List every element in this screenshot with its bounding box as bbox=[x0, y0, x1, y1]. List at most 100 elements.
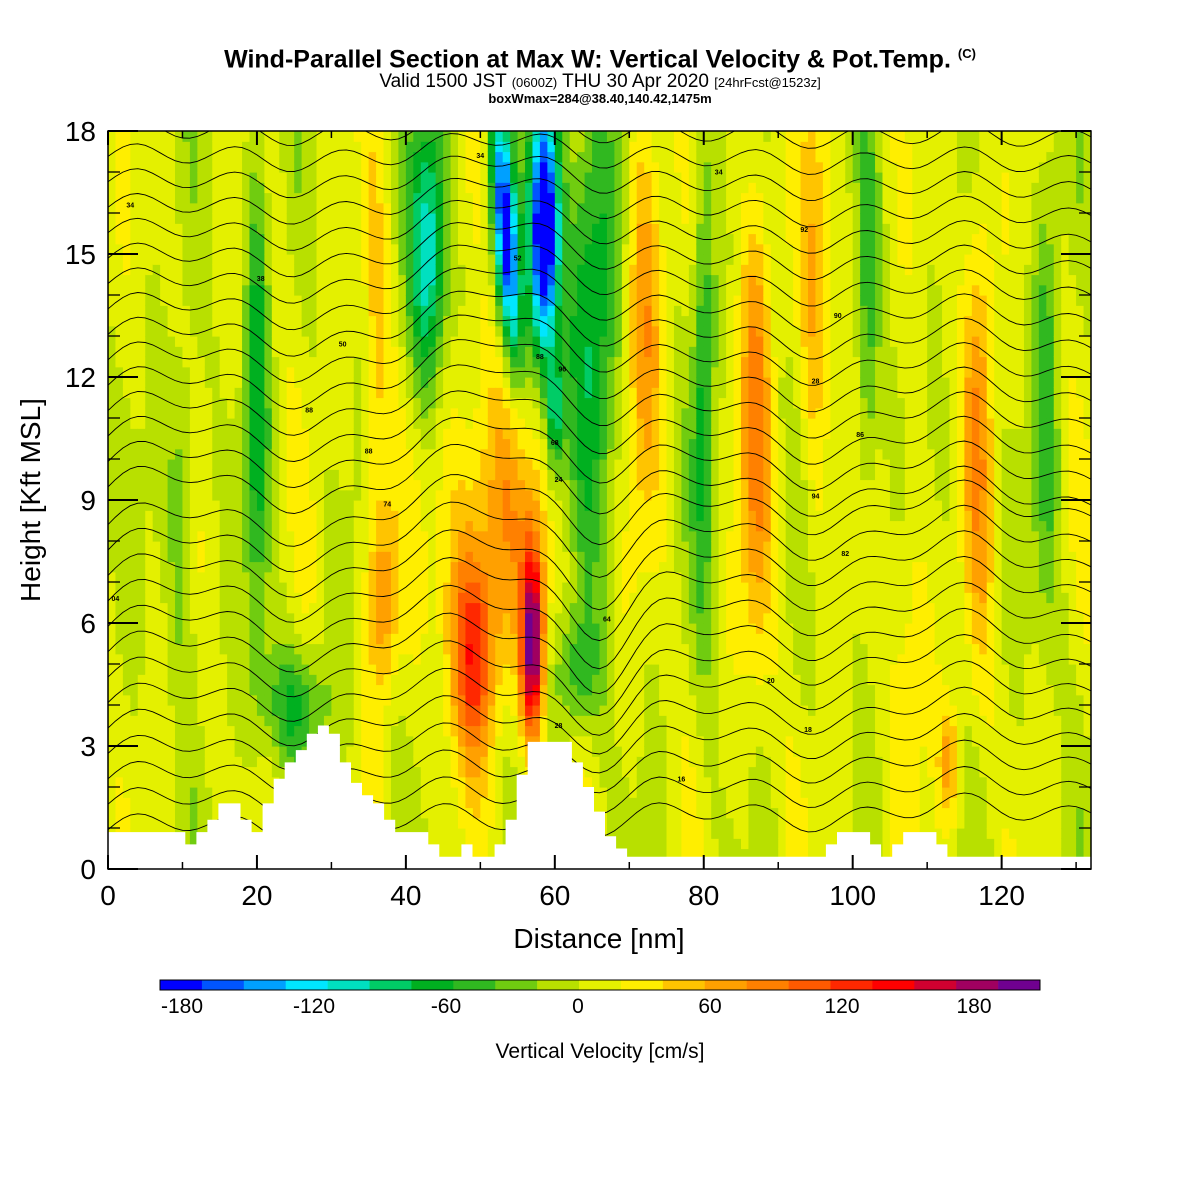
w-cell bbox=[323, 705, 333, 716]
w-cell bbox=[532, 735, 541, 747]
w-cell bbox=[606, 530, 615, 542]
w-cell bbox=[286, 407, 295, 419]
w-cell bbox=[428, 305, 437, 317]
w-cell bbox=[405, 295, 414, 306]
w-cell bbox=[264, 387, 273, 399]
w-cell bbox=[383, 325, 392, 337]
w-cell bbox=[458, 643, 467, 655]
w-cell bbox=[472, 295, 481, 306]
w-cell bbox=[621, 756, 630, 768]
w-cell bbox=[525, 315, 534, 327]
w-cell bbox=[316, 653, 325, 665]
w-cell bbox=[428, 735, 437, 747]
w-cell bbox=[480, 715, 489, 727]
w-cell bbox=[487, 694, 496, 706]
w-cell bbox=[517, 397, 526, 409]
w-cell bbox=[413, 561, 422, 573]
w-cell bbox=[487, 715, 496, 727]
w-cell bbox=[599, 161, 608, 173]
w-cell bbox=[160, 776, 169, 788]
w-cell bbox=[472, 141, 481, 153]
w-cell bbox=[234, 797, 243, 809]
w-cell bbox=[547, 202, 556, 214]
w-cell bbox=[152, 551, 161, 563]
w-cell bbox=[428, 325, 437, 337]
w-cell bbox=[353, 612, 362, 624]
w-cell bbox=[428, 489, 437, 501]
w-cell bbox=[338, 377, 347, 388]
w-cell bbox=[249, 807, 258, 819]
w-cell bbox=[577, 735, 586, 747]
w-cell bbox=[554, 643, 563, 655]
w-cell bbox=[502, 387, 511, 399]
w-cell bbox=[189, 315, 198, 327]
w-cell bbox=[495, 387, 504, 399]
w-cell bbox=[465, 407, 474, 419]
w-cell bbox=[108, 233, 117, 245]
w-cell bbox=[383, 735, 392, 747]
w-cell bbox=[592, 561, 601, 573]
w-cell bbox=[443, 520, 452, 532]
w-cell bbox=[450, 787, 459, 798]
w-cell bbox=[458, 715, 467, 727]
w-cell bbox=[569, 356, 578, 368]
w-cell bbox=[450, 489, 459, 501]
w-cell bbox=[130, 571, 139, 583]
w-cell bbox=[130, 192, 139, 204]
w-cell bbox=[532, 418, 541, 429]
w-cell bbox=[137, 633, 146, 645]
w-cell bbox=[249, 141, 258, 153]
w-cell bbox=[137, 551, 146, 563]
w-cell bbox=[584, 520, 593, 532]
w-cell bbox=[271, 664, 280, 675]
w-cell bbox=[353, 756, 362, 768]
w-cell bbox=[242, 684, 251, 696]
w-cell bbox=[212, 633, 221, 645]
w-cell bbox=[301, 643, 310, 655]
w-cell bbox=[405, 612, 414, 624]
w-cell bbox=[301, 325, 310, 337]
w-cell bbox=[606, 428, 615, 440]
w-cell bbox=[554, 428, 563, 440]
w-cell bbox=[122, 807, 131, 819]
w-cell bbox=[361, 274, 370, 286]
w-cell bbox=[562, 172, 571, 183]
w-cell bbox=[517, 520, 526, 532]
w-cell bbox=[495, 735, 504, 747]
w-cell bbox=[234, 469, 243, 481]
w-cell bbox=[398, 530, 407, 542]
w-cell bbox=[294, 407, 303, 419]
w-cell bbox=[204, 674, 213, 686]
w-cell bbox=[428, 520, 437, 532]
w-cell bbox=[584, 284, 593, 296]
w-cell bbox=[621, 623, 630, 634]
w-cell bbox=[286, 684, 295, 696]
w-cell bbox=[234, 725, 243, 737]
w-cell bbox=[175, 776, 184, 788]
w-cell bbox=[338, 172, 347, 183]
w-cell bbox=[353, 131, 362, 142]
w-cell bbox=[353, 233, 362, 245]
w-cell bbox=[338, 325, 347, 337]
w-cell bbox=[420, 172, 429, 183]
w-cell bbox=[353, 448, 362, 460]
w-cell bbox=[122, 643, 131, 655]
w-cell bbox=[390, 131, 400, 142]
w-cell bbox=[614, 653, 623, 665]
w-cell bbox=[510, 520, 519, 532]
w-cell bbox=[167, 418, 176, 429]
w-cell bbox=[539, 653, 548, 665]
w-cell bbox=[122, 141, 131, 153]
w-cell bbox=[376, 653, 385, 665]
w-cell bbox=[264, 592, 273, 604]
w-cell bbox=[346, 407, 355, 419]
w-cell bbox=[115, 438, 124, 450]
w-cell bbox=[502, 284, 511, 296]
w-cell bbox=[204, 582, 213, 593]
w-cell bbox=[614, 817, 623, 829]
w-cell bbox=[532, 428, 541, 440]
w-cell bbox=[122, 192, 131, 204]
w-cell bbox=[606, 233, 615, 245]
w-cell bbox=[502, 243, 511, 255]
w-cell bbox=[279, 592, 288, 604]
